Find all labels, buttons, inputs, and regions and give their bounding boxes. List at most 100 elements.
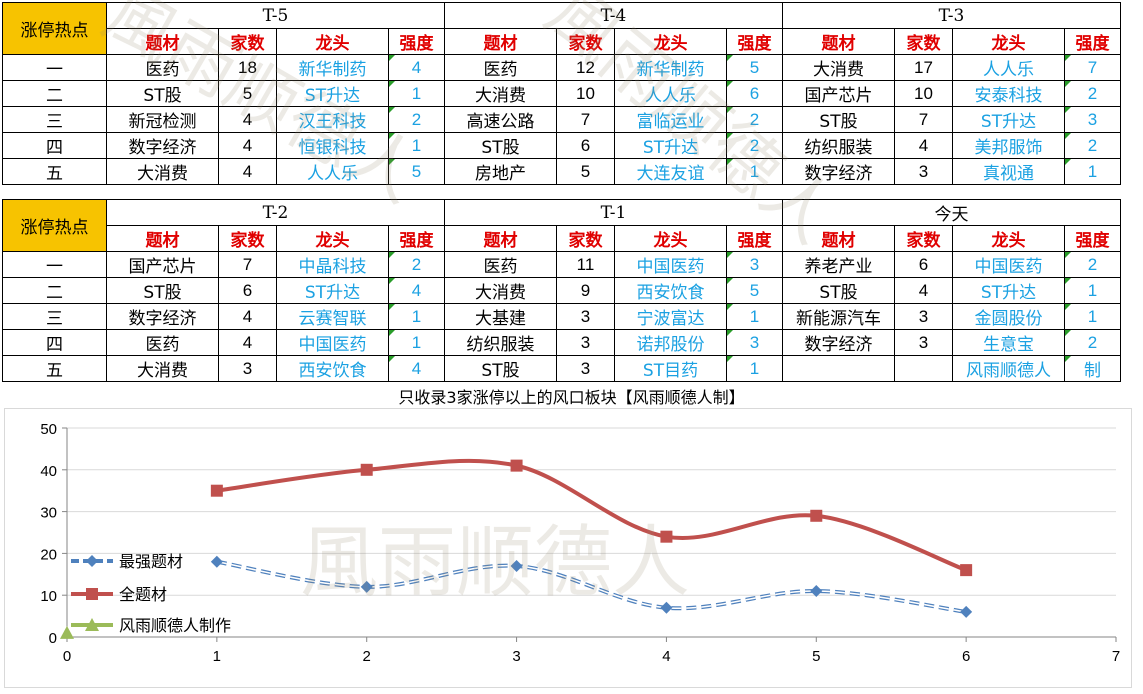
series-all-topics-point[interactable] bbox=[960, 564, 973, 577]
strength-cell[interactable]: 2 bbox=[726, 106, 783, 133]
count-cell[interactable]: 11 bbox=[556, 251, 615, 278]
count-cell[interactable]: 6 bbox=[218, 277, 277, 304]
count-cell[interactable]: 12 bbox=[556, 54, 615, 81]
leader-cell[interactable]: ST升达 bbox=[276, 277, 389, 304]
leader-cell[interactable]: 富临运业 bbox=[614, 106, 727, 133]
theme-cell[interactable]: 大基建 bbox=[444, 303, 557, 330]
leader-cell[interactable]: 生意宝 bbox=[952, 329, 1065, 356]
theme-cell[interactable]: ST股 bbox=[106, 277, 219, 304]
count-cell[interactable]: 10 bbox=[556, 80, 615, 107]
theme-cell[interactable]: 大消费 bbox=[444, 80, 557, 107]
leader-cell[interactable]: 真视通 bbox=[952, 158, 1065, 185]
strength-cell[interactable]: 1 bbox=[388, 80, 445, 107]
series-all-topics-point[interactable] bbox=[510, 459, 523, 472]
count-cell[interactable]: 7 bbox=[556, 106, 615, 133]
theme-cell[interactable]: 大消费 bbox=[106, 158, 219, 185]
count-cell[interactable]: 3 bbox=[894, 329, 953, 356]
count-cell[interactable] bbox=[894, 355, 953, 382]
count-cell[interactable]: 4 bbox=[894, 277, 953, 304]
strength-cell[interactable]: 1 bbox=[726, 158, 783, 185]
leader-cell[interactable]: 人人乐 bbox=[276, 158, 389, 185]
count-cell[interactable]: 4 bbox=[218, 329, 277, 356]
series-all-topics-point[interactable] bbox=[660, 530, 673, 543]
strength-cell[interactable]: 4 bbox=[388, 54, 445, 81]
leader-cell[interactable]: 中国医药 bbox=[276, 329, 389, 356]
count-cell[interactable]: 5 bbox=[218, 80, 277, 107]
leader-cell[interactable]: 汉王科技 bbox=[276, 106, 389, 133]
leader-cell[interactable]: 诺邦股份 bbox=[614, 329, 727, 356]
theme-cell[interactable]: 养老产业 bbox=[782, 251, 895, 278]
count-cell[interactable]: 4 bbox=[218, 158, 277, 185]
count-cell[interactable]: 3 bbox=[218, 355, 277, 382]
count-cell[interactable]: 4 bbox=[894, 132, 953, 159]
series-top-topic-point[interactable] bbox=[210, 555, 223, 568]
strength-cell[interactable]: 1 bbox=[1064, 277, 1121, 304]
strength-cell[interactable]: 1 bbox=[388, 132, 445, 159]
leader-cell[interactable]: ST升达 bbox=[952, 277, 1065, 304]
leader-cell[interactable]: 金圆股份 bbox=[952, 303, 1065, 330]
strength-cell[interactable]: 4 bbox=[388, 277, 445, 304]
strength-cell[interactable]: 制 bbox=[1064, 355, 1121, 382]
theme-cell[interactable] bbox=[782, 355, 895, 382]
theme-cell[interactable]: 数字经济 bbox=[782, 329, 895, 356]
count-cell[interactable]: 9 bbox=[556, 277, 615, 304]
leader-cell[interactable]: ST目药 bbox=[614, 355, 727, 382]
strength-cell[interactable]: 5 bbox=[726, 277, 783, 304]
strength-cell[interactable]: 1 bbox=[388, 303, 445, 330]
series-author-point[interactable] bbox=[60, 625, 74, 639]
theme-cell[interactable]: 数字经济 bbox=[106, 132, 219, 159]
theme-cell[interactable]: 大消费 bbox=[444, 277, 557, 304]
theme-cell[interactable]: 医药 bbox=[444, 54, 557, 81]
leader-cell[interactable]: 新华制药 bbox=[276, 54, 389, 81]
strength-cell[interactable]: 2 bbox=[1064, 329, 1121, 356]
count-cell[interactable]: 3 bbox=[894, 303, 953, 330]
leader-cell[interactable]: 安泰科技 bbox=[952, 80, 1065, 107]
strength-cell[interactable]: 1 bbox=[1064, 303, 1121, 330]
strength-cell[interactable]: 5 bbox=[388, 158, 445, 185]
strength-cell[interactable]: 7 bbox=[1064, 54, 1121, 81]
theme-cell[interactable]: 数字经济 bbox=[782, 158, 895, 185]
count-cell[interactable]: 7 bbox=[894, 106, 953, 133]
leader-cell[interactable]: ST升达 bbox=[614, 132, 727, 159]
leader-cell[interactable]: 美邦服饰 bbox=[952, 132, 1065, 159]
count-cell[interactable]: 6 bbox=[556, 132, 615, 159]
strength-cell[interactable]: 1 bbox=[726, 355, 783, 382]
count-cell[interactable]: 4 bbox=[218, 132, 277, 159]
theme-cell[interactable]: ST股 bbox=[444, 132, 557, 159]
theme-cell[interactable]: 新能源汽车 bbox=[782, 303, 895, 330]
series-top-topic-point[interactable] bbox=[360, 580, 373, 593]
theme-cell[interactable]: ST股 bbox=[782, 277, 895, 304]
strength-cell[interactable]: 1 bbox=[726, 303, 783, 330]
theme-cell[interactable]: 医药 bbox=[444, 251, 557, 278]
leader-cell[interactable]: 西安饮食 bbox=[614, 277, 727, 304]
strength-cell[interactable]: 2 bbox=[726, 132, 783, 159]
series-top-topic-point[interactable] bbox=[960, 605, 973, 618]
theme-cell[interactable]: 国产芯片 bbox=[782, 80, 895, 107]
count-cell[interactable]: 18 bbox=[218, 54, 277, 81]
strength-cell[interactable]: 2 bbox=[1064, 132, 1121, 159]
count-cell[interactable]: 3 bbox=[556, 303, 615, 330]
series-top-topic-point[interactable] bbox=[810, 585, 823, 598]
count-cell[interactable]: 3 bbox=[556, 329, 615, 356]
strength-cell[interactable]: 2 bbox=[388, 106, 445, 133]
count-cell[interactable]: 4 bbox=[218, 303, 277, 330]
strength-cell[interactable]: 3 bbox=[726, 329, 783, 356]
theme-cell[interactable]: 新冠检测 bbox=[106, 106, 219, 133]
count-cell[interactable]: 7 bbox=[218, 251, 277, 278]
count-cell[interactable]: 17 bbox=[894, 54, 953, 81]
count-cell[interactable]: 10 bbox=[894, 80, 953, 107]
leader-cell[interactable]: 中国医药 bbox=[614, 251, 727, 278]
theme-cell[interactable]: ST股 bbox=[444, 355, 557, 382]
leader-cell[interactable]: 新华制药 bbox=[614, 54, 727, 81]
leader-cell[interactable]: 人人乐 bbox=[614, 80, 727, 107]
leader-cell[interactable]: 宁波富达 bbox=[614, 303, 727, 330]
theme-cell[interactable]: 纺织服装 bbox=[444, 329, 557, 356]
count-cell[interactable]: 5 bbox=[556, 158, 615, 185]
count-cell[interactable]: 6 bbox=[894, 251, 953, 278]
leader-cell[interactable]: ST升达 bbox=[952, 106, 1065, 133]
theme-cell[interactable]: 医药 bbox=[106, 329, 219, 356]
strength-cell[interactable]: 4 bbox=[388, 355, 445, 382]
theme-cell[interactable]: 大消费 bbox=[106, 355, 219, 382]
leader-cell[interactable]: 云赛智联 bbox=[276, 303, 389, 330]
